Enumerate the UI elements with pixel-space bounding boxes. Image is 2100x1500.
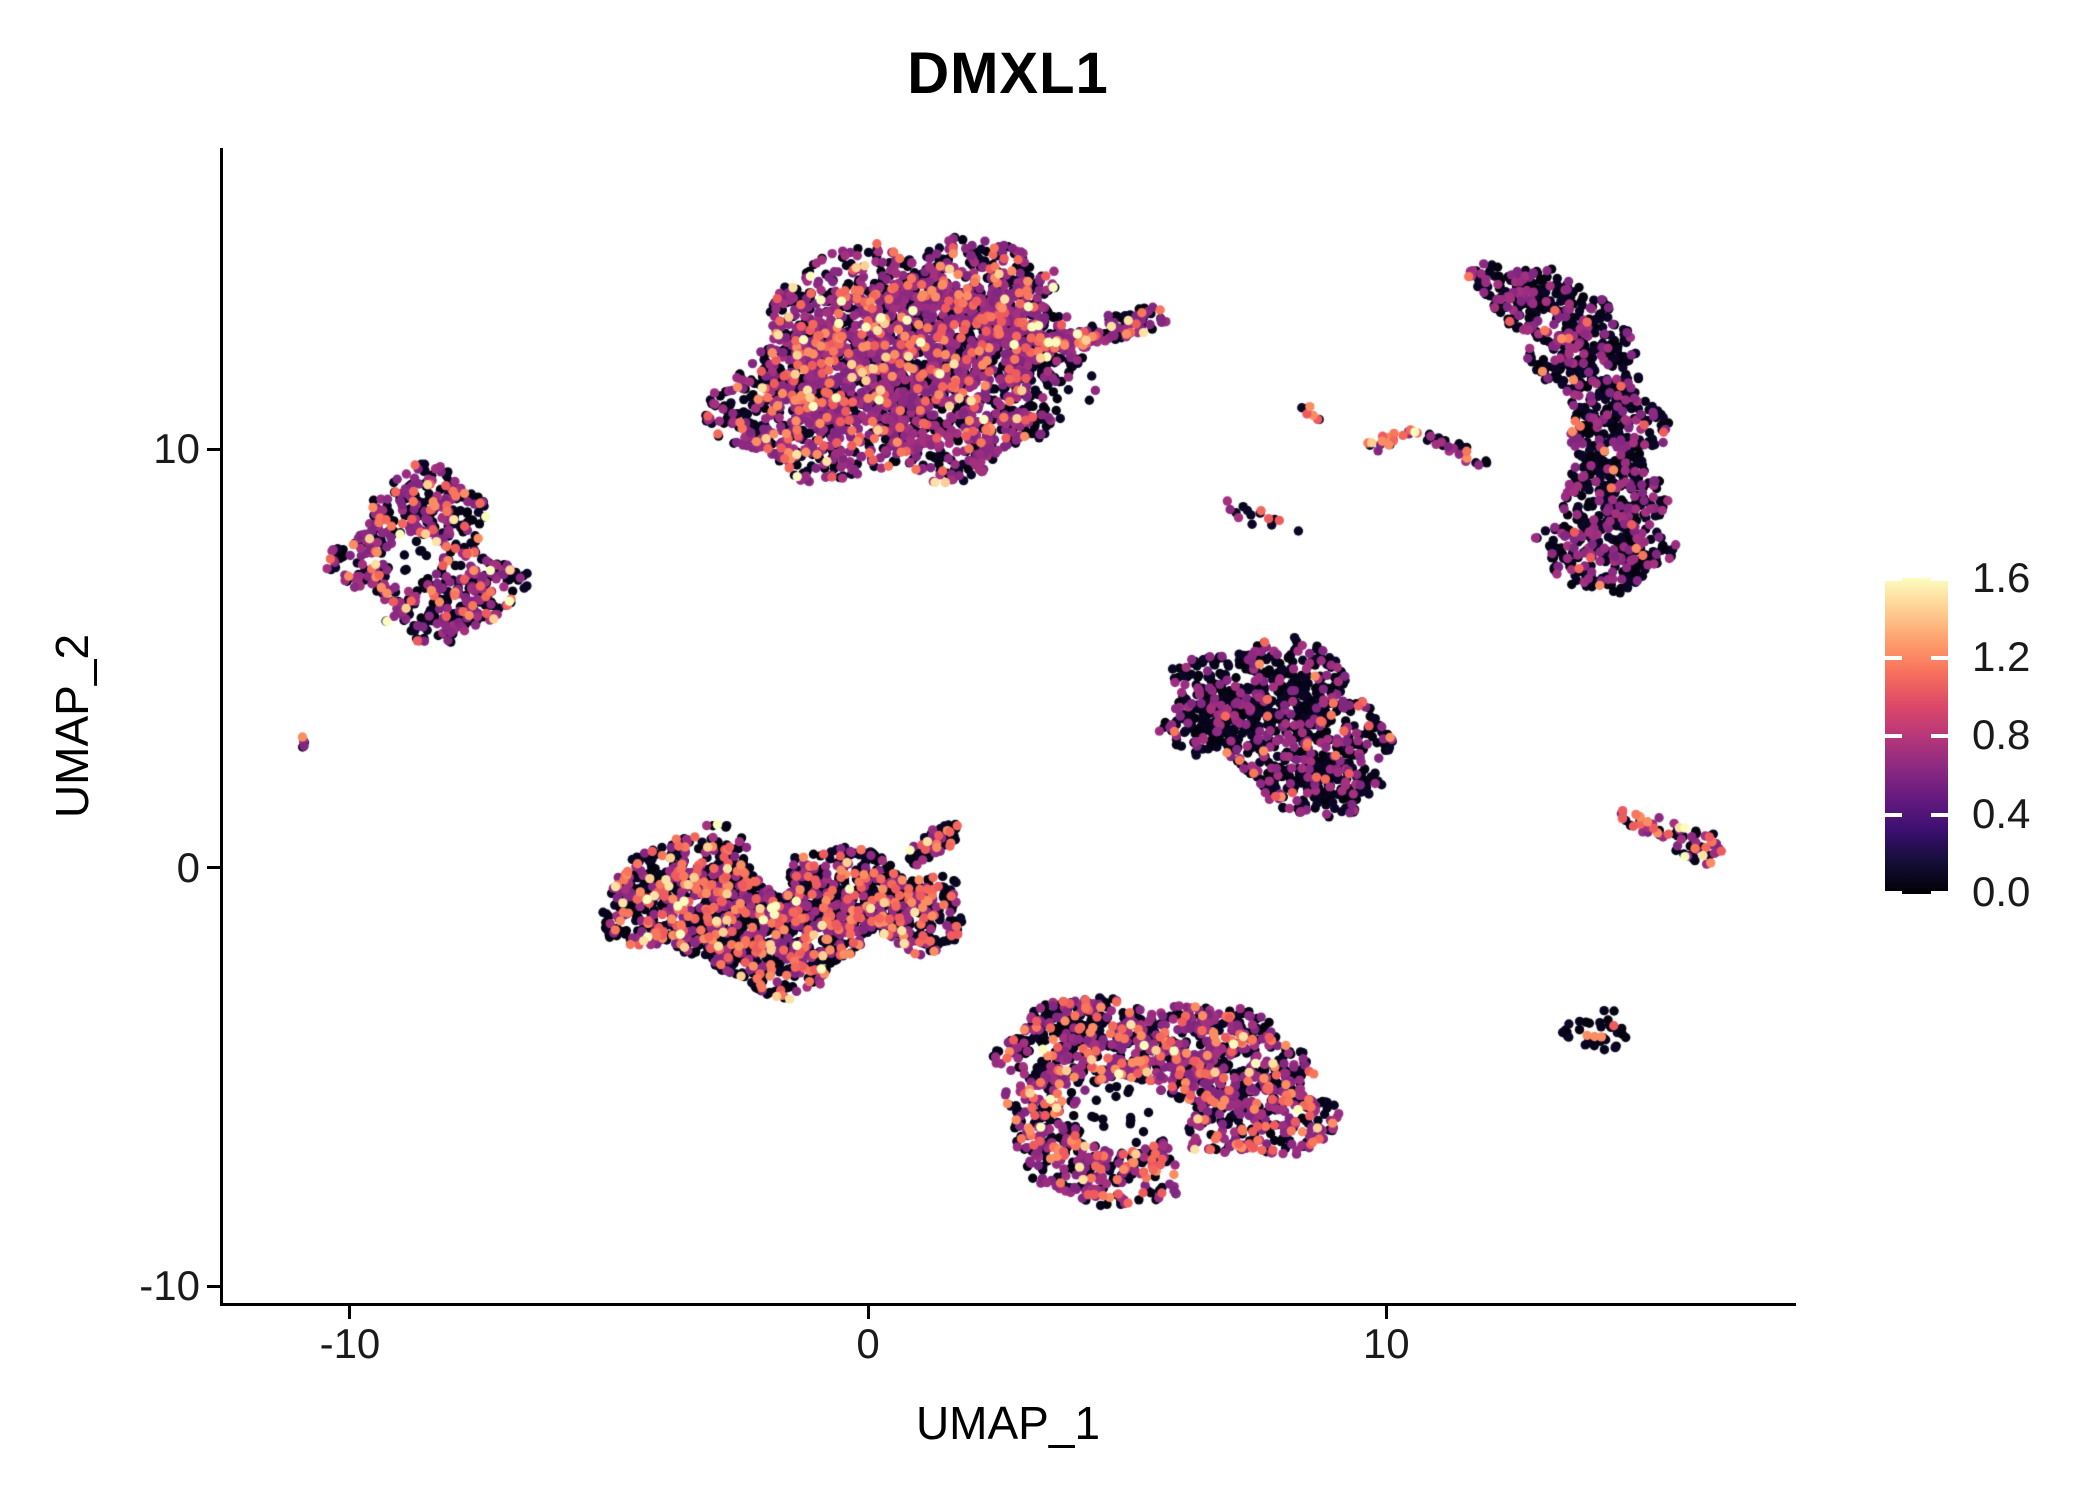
x-axis-title: UMAP_1 [915,1397,1101,1449]
x-tick-label: 10 [1362,1320,1410,1367]
y-tick-mark [207,447,220,451]
y-tick-label: -10 [139,1262,200,1310]
colorbar-tick-mark [1885,577,1902,581]
colorbar-tick-mark [1931,812,1948,817]
colorbar-tick-mark [1931,655,1948,660]
colorbar-tick-label: 0.0 [1972,868,2031,915]
colorbar-tick-mark [1931,577,1948,581]
y-tick-mark [207,866,220,870]
x-axis-line [220,1303,1796,1306]
colorbar-tick-mark [1885,812,1902,817]
plot-title: DMXL1 [907,41,1109,106]
y-axis-title: UMAP_2 [46,633,98,819]
y-axis-line [220,148,223,1306]
colorbar-tick-label: 0.8 [1972,711,2031,758]
y-tick-label: 10 [153,425,200,473]
colorbar-tick-mark [1885,655,1902,660]
y-tick-label: 0 [176,843,200,891]
x-tick-label: 0 [856,1320,880,1367]
colorbar-tick-label: 0.4 [1972,789,2031,837]
colorbar-tick-mark [1931,734,1948,738]
x-tick-label: -10 [319,1320,381,1367]
colorbar-tick-mark [1885,891,1902,895]
y-tick-mark [207,1284,220,1288]
x-tick-mark [1384,1306,1388,1319]
x-tick-mark [866,1306,870,1319]
colorbar-tick-label: 1.2 [1972,632,2031,680]
x-tick-mark [348,1306,352,1319]
colorbar-tick-mark [1931,891,1948,895]
umap-scatter-canvas [223,148,1793,1303]
colorbar-tick-label: 1.6 [1972,554,2031,601]
colorbar-tick-mark [1885,734,1902,738]
